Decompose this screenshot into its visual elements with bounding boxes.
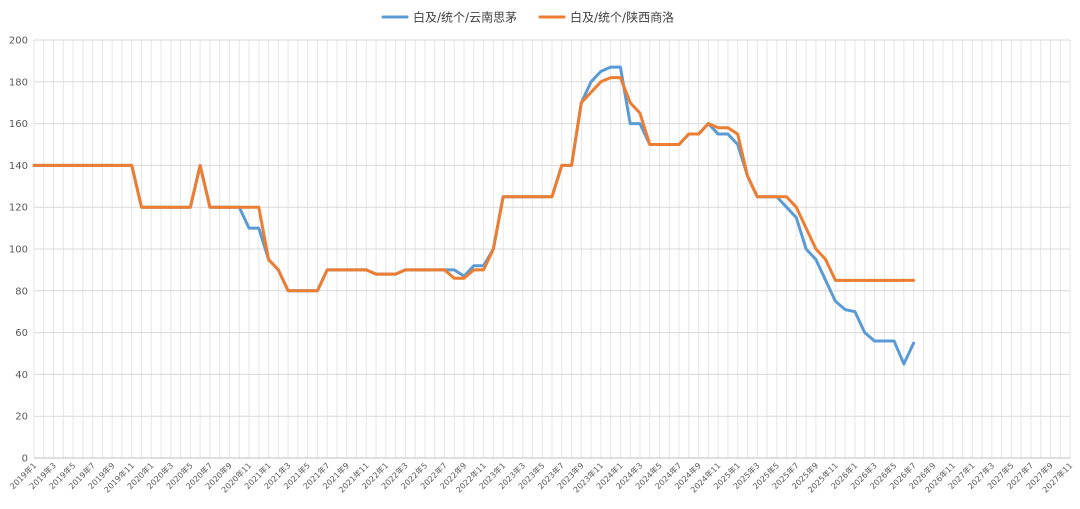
legend-label: 白及/统个/陕西商洛 [570, 10, 674, 25]
y-tick-label: 0 [22, 454, 28, 465]
legend: 白及/统个/云南思茅 白及/统个/陕西商洛 [381, 10, 674, 25]
y-tick-label: 100 [9, 245, 28, 256]
legend-item-1: 白及/统个/云南思茅 [381, 10, 517, 25]
grid [33, 39, 1071, 459]
y-tick-label: 160 [9, 119, 28, 130]
legend-item-2: 白及/统个/陕西商洛 [538, 10, 674, 25]
y-tick-label: 80 [15, 286, 28, 297]
axes: 0204060801001201401601802002019年12019年32… [8, 36, 1075, 495]
legend-label: 白及/统个/云南思茅 [413, 10, 517, 25]
series-lines [32, 65, 916, 366]
y-tick-label: 140 [9, 161, 28, 172]
series-line-2 [32, 76, 916, 293]
y-tick-label: 40 [15, 370, 28, 381]
y-tick-label: 60 [15, 328, 28, 339]
y-tick-label: 180 [9, 77, 28, 88]
y-tick-label: 120 [9, 203, 28, 214]
y-tick-label: 200 [9, 36, 28, 47]
y-tick-label: 20 [15, 412, 28, 423]
